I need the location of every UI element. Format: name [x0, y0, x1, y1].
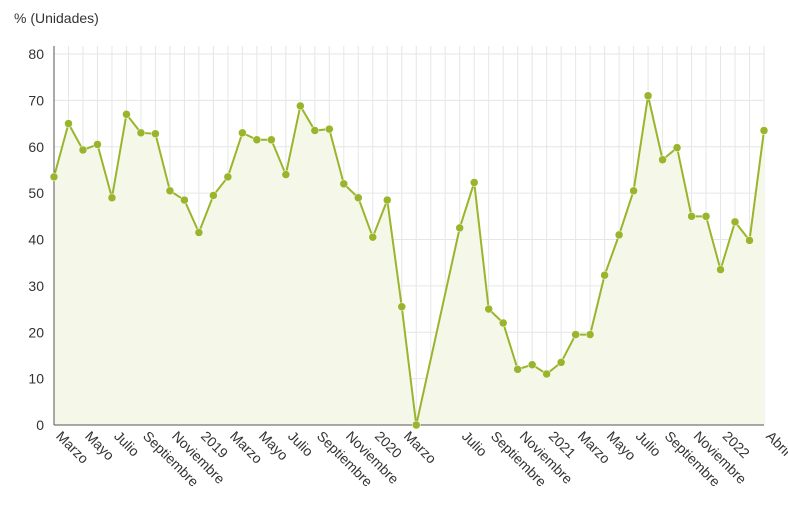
- data-point: [78, 145, 88, 155]
- data-point: [687, 212, 696, 221]
- data-point: [122, 110, 131, 119]
- y-tick-label: 20: [28, 324, 44, 340]
- x-tick-label: Julio: [285, 428, 317, 460]
- data-point: [397, 302, 407, 311]
- data-point: [281, 170, 291, 179]
- x-tick-label: Julio: [459, 428, 491, 460]
- data-point: [64, 119, 73, 128]
- data-point: [585, 330, 595, 339]
- data-point: [469, 178, 479, 187]
- data-point: [600, 270, 609, 280]
- x-tick-label: Julio: [111, 428, 143, 460]
- data-point: [165, 186, 175, 196]
- data-point: [136, 128, 146, 138]
- data-point: [151, 129, 160, 139]
- y-tick-label: 0: [36, 417, 44, 433]
- data-point: [209, 191, 218, 200]
- data-point: [252, 135, 262, 145]
- x-tick-label: Julio: [633, 428, 665, 460]
- data-point: [745, 236, 754, 245]
- data-point: [759, 126, 769, 135]
- data-point: [107, 193, 117, 203]
- data-point: [542, 369, 551, 379]
- data-point: [614, 230, 624, 240]
- data-point: [310, 126, 320, 135]
- data-point: [716, 265, 725, 274]
- data-point: [296, 101, 305, 111]
- data-point: [629, 186, 638, 196]
- data-point: [556, 358, 566, 367]
- data-point: [383, 195, 392, 205]
- x-tick-label: Marzo: [401, 428, 440, 467]
- data-point: [498, 318, 508, 328]
- data-point: [368, 232, 378, 242]
- data-point: [455, 223, 464, 233]
- data-point: [180, 195, 189, 205]
- series-line: [53, 95, 765, 426]
- data-point: [267, 135, 276, 145]
- data-point: [672, 143, 682, 152]
- data-point: [194, 228, 204, 237]
- y-tick-label: 50: [28, 185, 44, 201]
- data-point: [484, 304, 493, 314]
- data-point: [325, 124, 334, 134]
- y-tick-label: 10: [28, 371, 44, 387]
- data-point: [354, 193, 363, 203]
- data-point: [571, 330, 580, 339]
- data-point: [223, 172, 233, 182]
- data-point: [93, 140, 102, 149]
- data-point: [339, 179, 349, 189]
- data-point: [411, 420, 421, 430]
- y-tick-label: 80: [28, 46, 44, 62]
- x-tick-label: Abril: [763, 428, 788, 459]
- data-point: [643, 91, 653, 100]
- data-point: [513, 365, 522, 374]
- y-tick-label: 30: [28, 278, 44, 294]
- data-point: [730, 217, 740, 227]
- data-point: [238, 128, 247, 138]
- data-point: [49, 172, 59, 182]
- data-point: [658, 155, 667, 164]
- data-point: [527, 360, 537, 369]
- y-axis-label: % (Unidades): [14, 10, 99, 26]
- y-tick-label: 70: [28, 92, 44, 108]
- y-tick-label: 40: [28, 232, 44, 248]
- series-area: [54, 95, 764, 426]
- data-point: [701, 212, 711, 221]
- y-tick-label: 60: [28, 139, 44, 155]
